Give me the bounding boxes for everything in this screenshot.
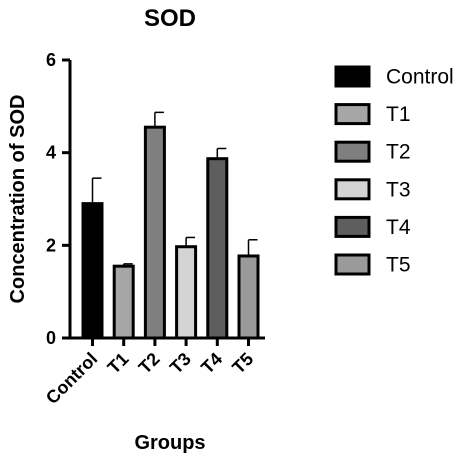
x-tick-label: T4 — [197, 349, 226, 378]
legend-swatch-t1 — [334, 103, 371, 126]
y-tick-label: 0 — [46, 328, 56, 348]
legend-swatch-t2 — [334, 140, 371, 163]
legend-label: T5 — [386, 254, 411, 277]
bar-t4 — [206, 157, 229, 340]
x-tick-label: T2 — [135, 349, 164, 378]
bar-t2 — [143, 125, 166, 340]
legend-swatch-control — [334, 65, 371, 88]
x-tick-label: T1 — [104, 349, 133, 378]
bar-control — [81, 202, 104, 340]
legend-label: T3 — [386, 178, 411, 201]
legend-swatch-t5 — [334, 253, 371, 276]
y-tick-label: 2 — [46, 235, 56, 255]
legend: Control T1 T2 T3 T4 T5 — [334, 65, 454, 277]
x-axis-label: Groups — [134, 432, 205, 454]
legend-swatch-t4 — [334, 215, 371, 238]
y-tick-label: 6 — [46, 50, 56, 70]
x-tick-label: Control — [42, 349, 101, 408]
chart-title: SOD — [144, 5, 196, 32]
legend-swatch-t3 — [334, 178, 371, 201]
x-tick-label: T3 — [166, 349, 195, 378]
bar-t5 — [237, 254, 260, 340]
legend-label: T4 — [386, 216, 411, 239]
legend-label: T2 — [386, 141, 411, 164]
y-axis-label: Concentration of SOD — [7, 95, 29, 304]
bar-t3 — [175, 245, 198, 340]
bars: Control T1 T2 T3 T4 T5 — [42, 111, 260, 408]
bar-t1 — [112, 264, 135, 340]
x-tick-label: T5 — [228, 349, 257, 378]
legend-label: T1 — [386, 103, 411, 126]
y-tick-label: 4 — [46, 143, 56, 163]
legend-label: Control — [386, 66, 454, 89]
